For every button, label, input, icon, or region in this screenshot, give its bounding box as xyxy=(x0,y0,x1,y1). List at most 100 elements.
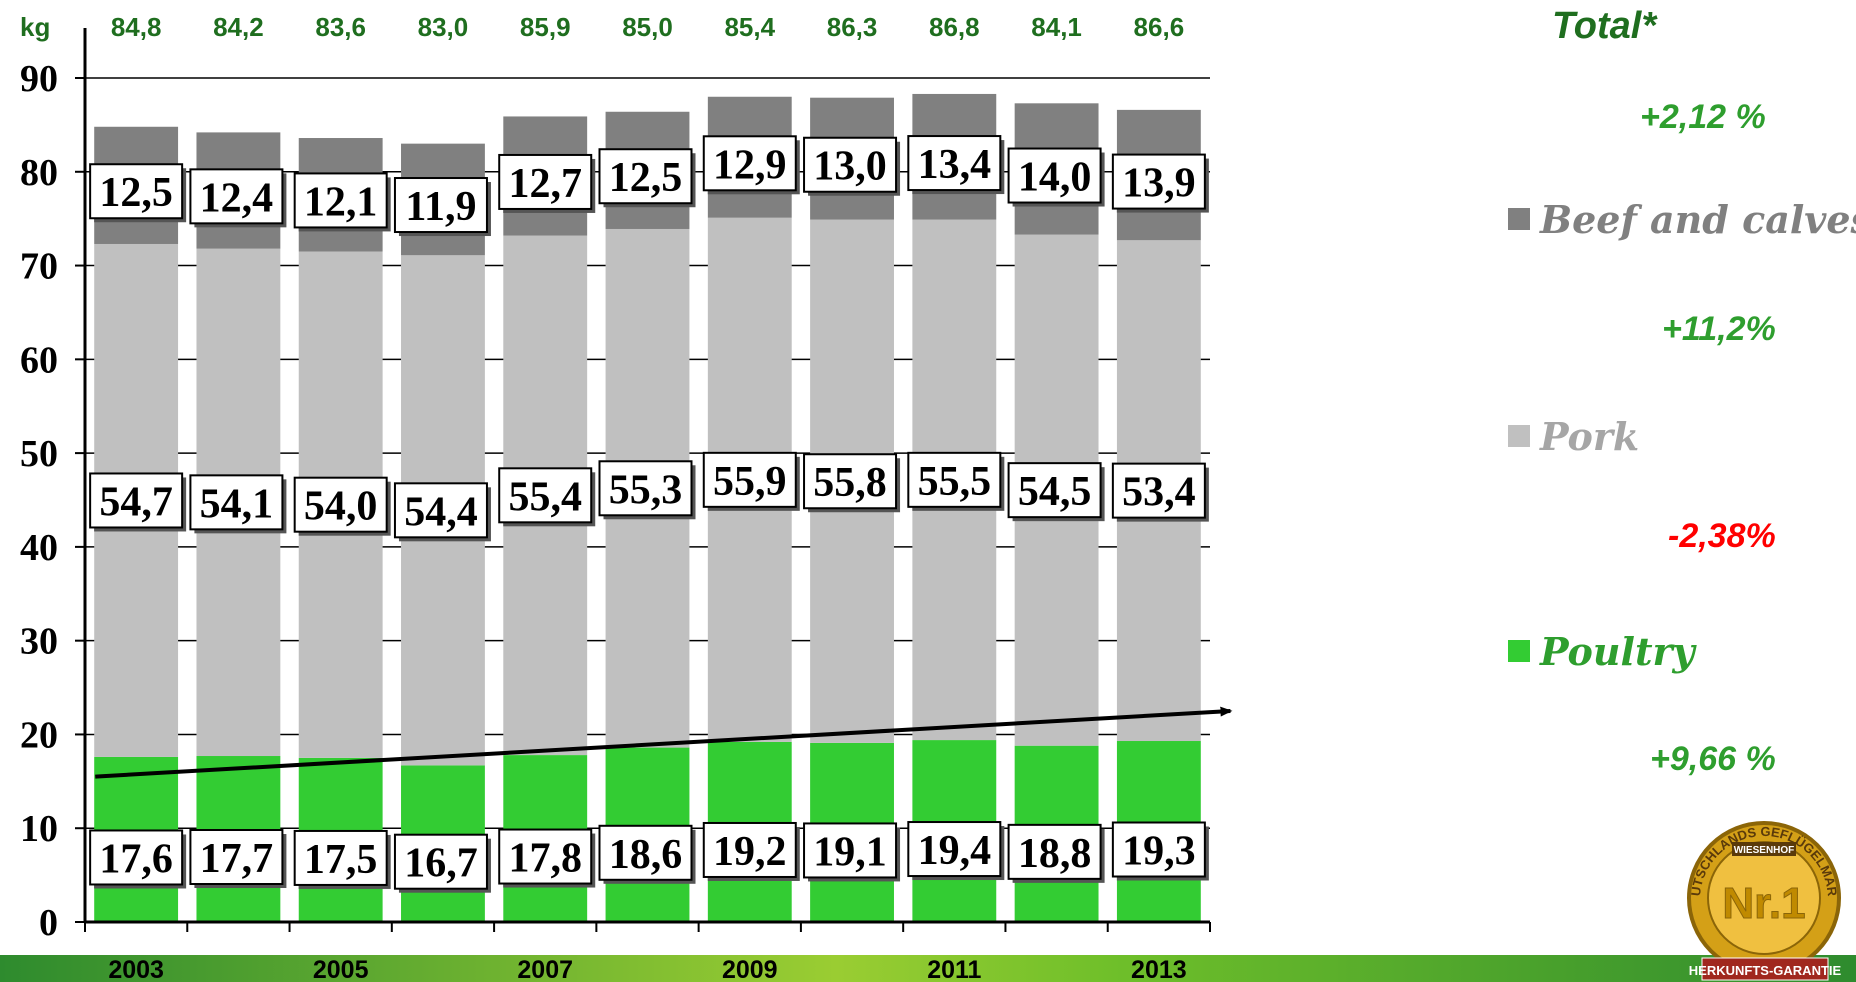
y-tick-label: 70 xyxy=(20,246,58,288)
value-label: 12,5 xyxy=(609,155,683,201)
legend-title: Total* xyxy=(1552,5,1658,47)
value-label: 17,8 xyxy=(508,836,582,882)
value-label-box xyxy=(293,172,388,229)
value-label-box xyxy=(1007,147,1102,204)
value-label: 12,1 xyxy=(304,179,378,225)
logo-brand: WIESENHOF xyxy=(1734,845,1795,856)
total-label: 86,3 xyxy=(827,12,878,42)
y-tick-label: 90 xyxy=(20,58,58,100)
legend-change-pork: -2,38% xyxy=(1668,517,1776,555)
value-label-box xyxy=(598,824,693,881)
legend-swatch-beef xyxy=(1508,208,1530,230)
total-label: 84,2 xyxy=(213,12,264,42)
value-label: 12,4 xyxy=(200,175,274,221)
x-tick-label: 2003 xyxy=(108,956,164,982)
total-label: 84,1 xyxy=(1031,12,1082,42)
value-label: 19,1 xyxy=(813,829,887,875)
value-label-box xyxy=(1007,462,1102,519)
value-label-box xyxy=(907,821,1002,878)
total-label: 83,6 xyxy=(315,12,366,42)
value-label: 16,7 xyxy=(404,841,478,887)
y-tick-label: 30 xyxy=(20,621,58,663)
axes: 0 10 20 30 40 50 60 70 80 90 2003 2005 2007 2009 2011 2… xyxy=(20,28,1211,982)
value-label: 53,4 xyxy=(1122,470,1196,516)
value-labels: 17,6 54,7 12,5 17,7 54,1 12,4 17,5 54,0 12,1 16,7… xyxy=(89,135,1209,893)
legend-swatch-pork xyxy=(1508,425,1530,447)
y-tick-label: 60 xyxy=(20,339,58,381)
value-label-box xyxy=(598,460,693,517)
value-label: 11,9 xyxy=(405,184,476,230)
total-label: 85,9 xyxy=(520,12,571,42)
value-label-box xyxy=(189,829,284,886)
value-label-box xyxy=(907,135,1002,192)
value-label-box xyxy=(393,177,488,234)
legend-change-beef: +11,2% xyxy=(1662,310,1776,348)
value-label: 14,0 xyxy=(1018,155,1092,201)
value-label-box xyxy=(702,135,797,192)
value-label-box xyxy=(89,829,184,886)
value-label-box xyxy=(393,833,488,890)
trend-arrow xyxy=(95,706,1233,779)
value-label: 19,3 xyxy=(1122,829,1196,875)
logo-brand-strip xyxy=(1732,842,1796,856)
value-label-box xyxy=(89,163,184,220)
total-label: 84,8 xyxy=(111,12,162,42)
value-label-box xyxy=(393,482,488,539)
value-label: 54,7 xyxy=(99,479,173,525)
value-label-box xyxy=(803,822,898,879)
value-label-box xyxy=(189,168,284,225)
value-label-box xyxy=(498,467,593,524)
trend-line xyxy=(95,706,1233,779)
value-label: 55,3 xyxy=(609,467,683,513)
legend-label-poultry: Poultry xyxy=(1539,629,1698,674)
total-label: 83,0 xyxy=(418,12,469,42)
value-label: 55,4 xyxy=(508,474,582,520)
value-label-box xyxy=(1007,823,1102,880)
x-tick-label: 2009 xyxy=(722,956,778,982)
value-label: 55,5 xyxy=(918,459,992,505)
total-label: 85,0 xyxy=(622,12,673,42)
y-unit-label: kg xyxy=(20,12,50,42)
value-label: 12,9 xyxy=(713,142,787,188)
value-label: 54,1 xyxy=(200,481,274,527)
value-label-box xyxy=(293,829,388,886)
value-label-box xyxy=(803,453,898,510)
value-label: 18,8 xyxy=(1018,831,1092,877)
total-label: 86,8 xyxy=(929,12,980,42)
value-label: 17,7 xyxy=(200,836,274,882)
x-tick-label: 2011 xyxy=(927,956,981,982)
value-label: 12,7 xyxy=(508,161,582,207)
value-label-box xyxy=(498,828,593,885)
legend-swatch-poultry xyxy=(1508,640,1530,662)
value-label-box xyxy=(598,148,693,205)
value-label: 54,4 xyxy=(404,489,478,535)
logo-number: Nr.1 xyxy=(1722,879,1805,928)
logo-banner-text: HERKUNFTS-GARANTIE xyxy=(1689,963,1842,978)
total-label: 85,4 xyxy=(724,12,775,42)
value-label: 54,0 xyxy=(304,484,378,530)
value-label-box xyxy=(89,472,184,529)
value-label-box xyxy=(189,474,284,531)
y-tick-label: 20 xyxy=(20,714,58,756)
value-label: 13,0 xyxy=(813,144,887,190)
value-label-box xyxy=(702,821,797,878)
y-tick-label: 10 xyxy=(20,808,58,850)
value-label: 54,5 xyxy=(1018,469,1092,515)
value-label-box xyxy=(1111,462,1206,519)
value-label-box xyxy=(1111,153,1206,210)
footer-bar xyxy=(0,955,1856,982)
x-tick-label: 2013 xyxy=(1131,956,1187,982)
legend: Total* +2,12 % Beef and calves +11,2% Po… xyxy=(1508,5,1856,778)
total-label: 86,6 xyxy=(1134,12,1185,42)
legend-change-poultry: +9,66 % xyxy=(1650,740,1776,778)
value-label-box xyxy=(1111,821,1206,878)
value-label-box xyxy=(498,153,593,210)
totals-row: 84,8 84,2 83,6 83,0 85,9 85,0 85,4 86,3 86,8 84,1… xyxy=(111,12,1184,42)
value-label-box xyxy=(702,451,797,508)
y-tick-label: 80 xyxy=(20,152,58,194)
y-tick-label: 40 xyxy=(20,527,58,569)
value-label-box xyxy=(803,136,898,193)
value-label: 12,5 xyxy=(99,170,173,216)
value-label: 19,4 xyxy=(918,828,992,874)
